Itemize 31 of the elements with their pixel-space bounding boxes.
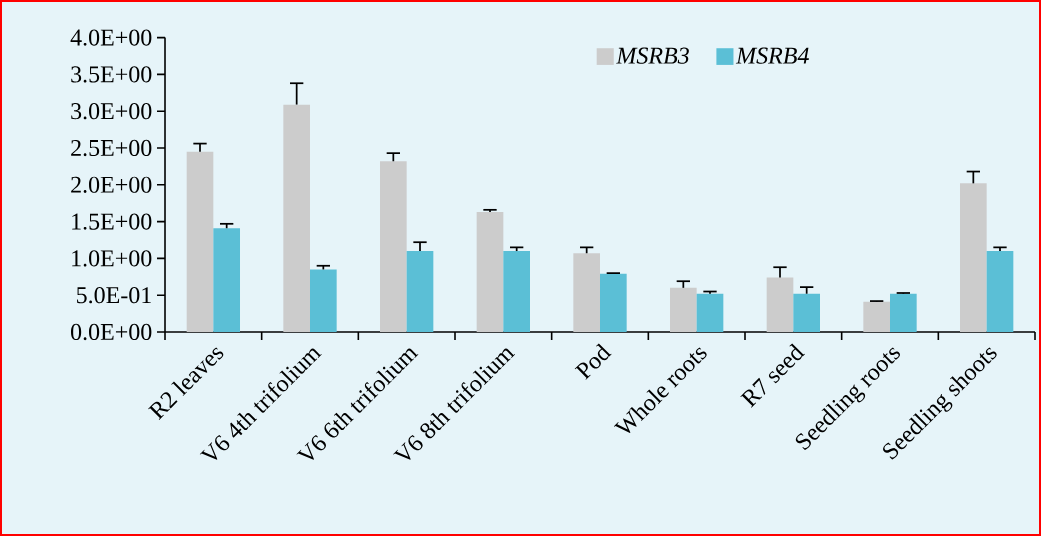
bar xyxy=(960,183,987,332)
x-tick-label: R7 seed xyxy=(740,343,805,408)
bar xyxy=(670,287,697,332)
y-tick-label: 0.0E+00 xyxy=(71,323,152,341)
legend-label: MSRB4 xyxy=(735,47,809,64)
bar xyxy=(890,293,917,332)
bar xyxy=(696,293,724,332)
bar xyxy=(986,251,1014,332)
bar xyxy=(766,277,794,332)
bar xyxy=(793,293,820,332)
bar xyxy=(863,301,890,332)
bar xyxy=(476,212,504,332)
y-tick-label: 1.5E+00 xyxy=(72,213,152,230)
y-tick-label: 5.0E-01 xyxy=(77,287,151,304)
bar xyxy=(283,104,310,332)
bar xyxy=(600,273,627,332)
bar xyxy=(573,253,600,332)
bar xyxy=(186,151,214,332)
bar xyxy=(503,251,530,332)
y-tick-label: 3.5E+00 xyxy=(71,66,152,83)
y-tick-label: 2.0E+00 xyxy=(71,176,152,193)
y-tick-label: 4.0E+00 xyxy=(70,29,152,46)
y-tick-label: 3.0E+00 xyxy=(71,103,152,120)
y-tick-label: 2.5E+00 xyxy=(71,139,152,157)
bar xyxy=(380,161,407,332)
legend-label: MSRB3 xyxy=(616,47,689,64)
bar xyxy=(406,251,434,332)
bar xyxy=(213,228,240,332)
x-tick-label: Pod xyxy=(574,343,612,380)
bar xyxy=(310,269,337,332)
y-tick-label: 1.0E+00 xyxy=(72,250,152,267)
